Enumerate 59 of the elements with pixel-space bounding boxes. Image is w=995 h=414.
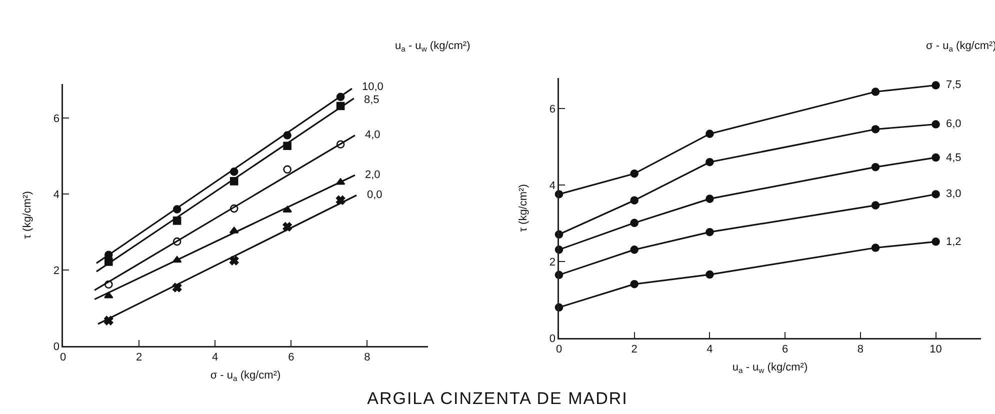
point	[706, 194, 714, 203]
point	[630, 246, 639, 254]
point	[104, 280, 113, 289]
point	[172, 237, 182, 246]
series-label: 4,0	[365, 129, 380, 141]
x-tick-label: 8	[364, 352, 370, 364]
y-axis-title: τ (kg/cm²)	[518, 184, 530, 232]
legend-title: u$_{a}$ - u$_{w}$ (kg/cm²)	[395, 40, 470, 54]
x-tick-label: 4	[212, 352, 218, 364]
point	[630, 196, 639, 204]
point	[283, 165, 292, 174]
y-tick-label: 4	[53, 188, 60, 201]
point	[932, 120, 940, 128]
x-tick-label: 2	[136, 352, 142, 364]
series-label: 10,0	[362, 81, 384, 93]
point	[871, 162, 880, 172]
point	[871, 201, 880, 210]
series-label: 2,0	[365, 169, 380, 181]
series-label: 3,0	[946, 188, 962, 200]
point	[706, 270, 714, 279]
x-tick-label: 6	[288, 352, 294, 364]
point	[630, 280, 639, 288]
y-tick-label: 6	[549, 103, 556, 116]
point	[871, 125, 880, 134]
y-tick-label: 6	[53, 113, 60, 126]
point	[871, 244, 880, 252]
point	[871, 88, 880, 96]
x-tick-label: 6	[782, 344, 788, 356]
point	[706, 158, 714, 166]
point	[932, 238, 940, 246]
point	[932, 153, 940, 162]
point	[932, 81, 940, 90]
series-label: 6,0	[946, 118, 962, 130]
point	[706, 228, 714, 236]
series-label: 8,5	[364, 94, 380, 106]
x-tick-label: 10	[930, 344, 942, 356]
point	[230, 204, 238, 213]
point	[630, 218, 639, 228]
x-axis-title: u$_{a}$ - u$_{w}$ (kg/cm²)	[732, 362, 808, 375]
y-tick-label: 4	[549, 180, 556, 192]
y-axis-title: τ (kg/cm²)	[22, 191, 34, 239]
y-tick-label: 2	[53, 264, 60, 277]
series-label: 1,2	[946, 236, 962, 248]
point	[706, 130, 714, 138]
x-tick-label: 4	[706, 344, 713, 356]
point	[104, 292, 114, 298]
series-label: 7,5	[946, 79, 962, 91]
x-tick-label: 2	[631, 344, 638, 356]
x-tick-label: 8	[857, 344, 864, 356]
series-label: 4,5	[946, 152, 962, 164]
point	[630, 169, 639, 178]
x-axis-title: σ - u$_{a}$ (kg/cm²)	[210, 370, 281, 383]
series-label: 0,0	[367, 189, 382, 201]
y-tick-label: 2	[549, 256, 556, 268]
point	[932, 190, 940, 198]
point	[229, 256, 239, 266]
y-tick-label: 0	[549, 332, 556, 345]
point	[336, 140, 345, 149]
text: ARGILA CINZENTA DE MADRI	[366, 389, 629, 409]
